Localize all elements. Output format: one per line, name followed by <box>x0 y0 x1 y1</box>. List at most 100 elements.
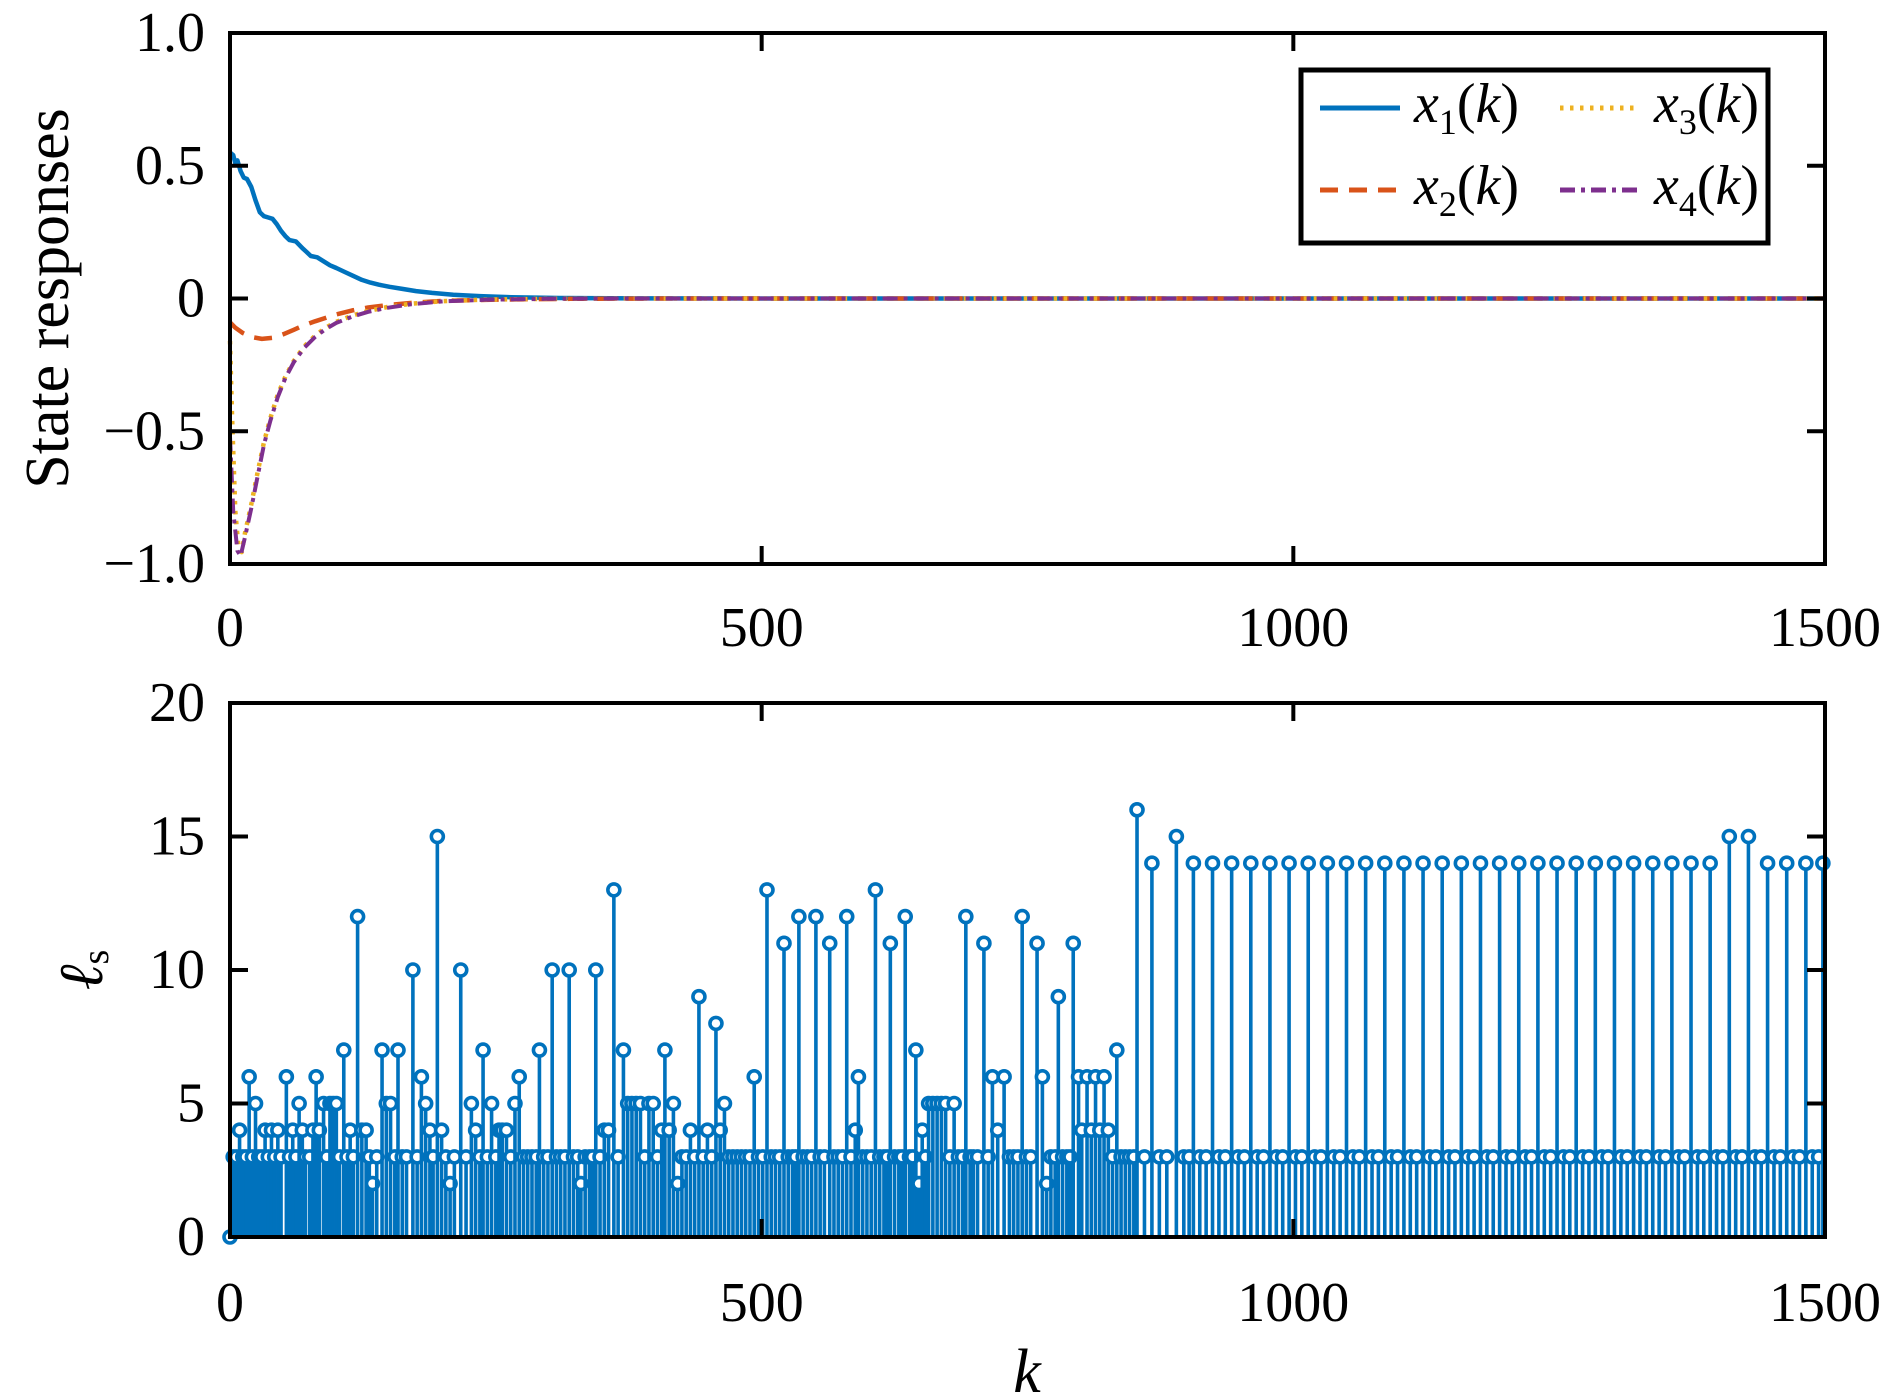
bottom-xtick-0: 0 <box>216 1272 244 1334</box>
stem-marker <box>716 1095 733 1112</box>
stem-marker <box>838 908 855 925</box>
stem-marker <box>1129 801 1145 818</box>
stem-marker <box>429 828 446 845</box>
stem-marker <box>1313 1149 1329 1165</box>
x4-curve <box>228 296 1825 558</box>
stem-marker <box>791 908 807 925</box>
stem-marker <box>1772 1149 1789 1165</box>
stem-marker <box>1014 908 1030 925</box>
state-responses-panel: 1.0 0.5 0 −0.5 −1.0 0 500 1000 1500 Stat… <box>14 2 1881 659</box>
stem-marker <box>1562 1149 1578 1165</box>
top-xtick-1000: 1000 <box>1237 597 1349 659</box>
stem-marker <box>1281 855 1297 872</box>
stem-marker <box>1236 1149 1253 1165</box>
stem-marker <box>946 1095 962 1112</box>
stem-marker <box>1198 1149 1214 1165</box>
stem-marker <box>1549 855 1565 872</box>
stem-marker <box>1370 1149 1387 1165</box>
stem-marker <box>1100 1122 1117 1138</box>
stem-marker <box>1185 855 1202 872</box>
stem-marker <box>1542 1149 1559 1165</box>
stem-marker <box>1338 855 1355 872</box>
bottom-ytick-10: 10 <box>149 939 205 1001</box>
stem-marker <box>759 882 775 898</box>
stem-marker <box>1408 1149 1425 1165</box>
stem-marker <box>587 962 604 978</box>
legend-label-x4: x4(k) <box>1653 155 1759 224</box>
stem-marker <box>1168 828 1185 845</box>
stem-marker <box>808 908 824 925</box>
stem-marker <box>390 1042 406 1058</box>
stem-marker <box>475 1042 491 1058</box>
stem-marker <box>1740 828 1757 845</box>
stem-marker <box>511 1069 528 1085</box>
stem-marker <box>665 1095 682 1112</box>
stem-marker <box>270 1122 286 1138</box>
stem-marker <box>1274 1149 1291 1165</box>
stem-marker <box>1415 855 1431 872</box>
stem-marker <box>1096 1069 1112 1085</box>
stem-marker <box>328 1095 345 1112</box>
stem-marker <box>1491 855 1508 872</box>
stem-marker <box>278 1069 295 1085</box>
stem-marker <box>405 962 421 978</box>
stem-marker <box>1255 1149 1272 1165</box>
legend-label-x1: x1(k) <box>1413 73 1519 142</box>
stem-marker <box>1351 1149 1368 1165</box>
bottom-xtick-1000: 1000 <box>1237 1272 1349 1334</box>
top-ytick-0: 0 <box>177 268 205 330</box>
stem-marker <box>483 1095 500 1112</box>
top-ylabel: State responses <box>14 108 82 489</box>
stem-marker <box>1523 1149 1540 1165</box>
stem-marker <box>1022 1149 1039 1165</box>
stem-marker <box>1294 1149 1310 1165</box>
top-ytick-1: 1.0 <box>135 2 205 64</box>
legend-box <box>1298 67 1771 246</box>
interval-stem-panel: 20 15 10 5 0 0 500 1000 1500 ℓs k <box>48 672 1881 1400</box>
stem-marker <box>1530 855 1546 872</box>
stem-marker <box>1466 1149 1482 1165</box>
stem-marker <box>1136 1149 1153 1165</box>
stem-marker <box>1453 855 1470 872</box>
stem-marker <box>463 1095 480 1112</box>
stem-marker <box>1300 855 1317 872</box>
stem-marker <box>776 935 792 952</box>
stem-marker <box>247 1095 264 1112</box>
bottom-ylabel: ℓs <box>48 950 117 991</box>
stem-marker <box>699 1122 716 1138</box>
bottom-ytick-0: 0 <box>177 1206 205 1268</box>
stem-marker <box>452 962 469 978</box>
stem-marker <box>1144 855 1160 872</box>
stem-marker <box>413 1069 430 1085</box>
top-xtick-1500: 1500 <box>1769 597 1881 659</box>
stem-marker <box>1798 855 1814 872</box>
stem-marker <box>1428 1149 1444 1165</box>
top-xtick-500: 500 <box>720 597 804 659</box>
stem-marker <box>897 908 914 925</box>
stem-marker <box>1357 855 1374 872</box>
stem-marker <box>908 1042 924 1058</box>
stem-marker <box>914 1122 931 1138</box>
stem-marker <box>1619 1149 1636 1165</box>
top-ytick-neg0_5: −0.5 <box>103 400 205 462</box>
stem-marker <box>867 882 884 898</box>
stem-marker <box>606 882 622 898</box>
stem-marker <box>682 1122 699 1138</box>
stem-marker <box>531 1042 548 1058</box>
stem-marker <box>989 1122 1006 1138</box>
stem-marker <box>467 1122 484 1138</box>
stem-marker <box>958 908 974 925</box>
stem-marker <box>1695 1149 1712 1165</box>
bottom-axis-ticks <box>228 701 1827 1239</box>
bottom-xlabel: k <box>1013 1338 1042 1400</box>
top-ytick-neg1: −1.0 <box>103 533 205 595</box>
stem-marker <box>1065 935 1082 952</box>
stem-marker <box>358 1122 374 1138</box>
stem-marker <box>1332 1149 1348 1165</box>
stem-marker <box>417 1095 434 1112</box>
stem-marker <box>561 962 578 978</box>
stem-marker <box>1606 855 1623 872</box>
stem-marker <box>1625 855 1642 872</box>
stem-marker <box>291 1095 307 1112</box>
stem-marker <box>1485 1149 1502 1165</box>
